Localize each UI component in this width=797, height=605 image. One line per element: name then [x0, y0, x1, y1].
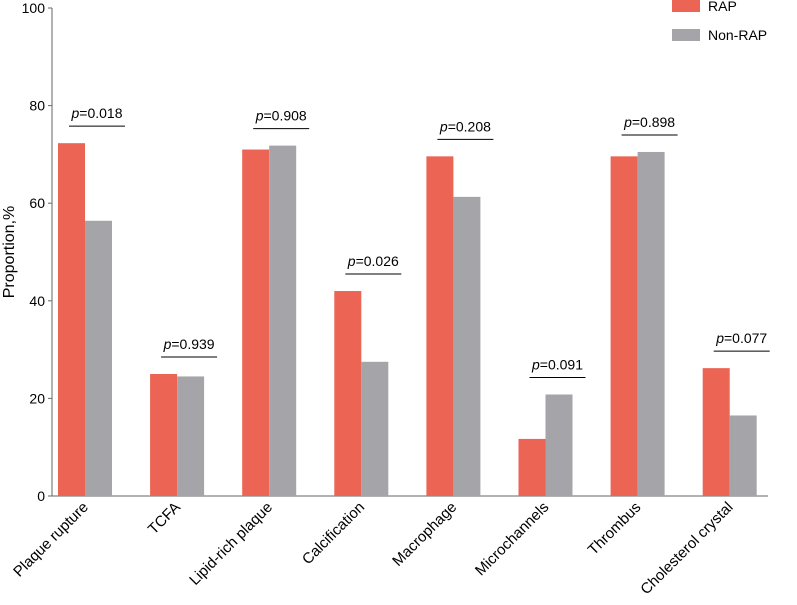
legend: RAP Non-RAP	[672, 0, 767, 43]
bar-non-rap-6	[637, 151, 665, 496]
p-symbol: p	[347, 253, 356, 269]
bar-non-rap-1	[177, 376, 205, 496]
p-value: =0.208	[448, 118, 491, 134]
legend-swatch	[672, 0, 700, 12]
bar-rap-6	[610, 156, 638, 497]
p-value-label: p=0.018	[70, 105, 122, 121]
p-symbol: p	[623, 114, 632, 130]
p-symbol: p	[70, 105, 79, 121]
category-label: Cholesterol crystal	[637, 499, 736, 598]
p-symbol: p	[439, 118, 448, 134]
legend-swatch	[672, 29, 700, 41]
legend-label: Non-RAP	[708, 27, 767, 43]
y-tick-label: 80	[29, 98, 45, 114]
y-tick-label: 40	[29, 293, 45, 309]
p-symbol: p	[163, 336, 172, 352]
p-value-label: p=0.077	[715, 330, 767, 346]
y-tick-label: 60	[29, 195, 45, 211]
p-value-label: p=0.908	[255, 108, 307, 124]
bar-rap-4	[426, 156, 454, 497]
category-label: Calcification	[299, 499, 368, 568]
p-value-label: p=0.091	[531, 356, 583, 372]
category-labels: Plaque rupture TCFA Lipid-rich plaque Calci…	[10, 499, 736, 598]
bar-non-rap-5	[545, 394, 573, 496]
bar-rap-7	[702, 368, 730, 496]
bar-rap-0	[58, 143, 85, 496]
p-value-label: p=0.208	[439, 118, 491, 134]
p-value: =0.077	[724, 330, 767, 346]
p-value: =0.018	[79, 105, 122, 121]
p-value: =0.898	[632, 114, 675, 130]
bar-rap-2	[242, 149, 270, 496]
legend-label: RAP	[708, 0, 737, 14]
y-tick-label: 20	[29, 390, 45, 406]
category-label: Lipid-rich plaque	[186, 499, 276, 589]
y-tick-label: 0	[37, 488, 45, 504]
p-value: =0.939	[171, 336, 214, 352]
bar-non-rap-4	[453, 196, 481, 496]
p-value-label: p=0.939	[163, 336, 215, 352]
p-symbol: p	[715, 330, 724, 346]
category-label: Plaque rupture	[10, 499, 92, 581]
bar-rap-5	[518, 438, 546, 496]
p-value: =0.026	[356, 253, 399, 269]
bar-non-rap-7	[729, 415, 757, 496]
category-label: Macrophage	[389, 499, 460, 570]
bar-non-rap-3	[361, 361, 389, 496]
p-symbol: p	[531, 356, 540, 372]
p-value: =0.908	[263, 108, 306, 124]
p-value-label: p=0.898	[623, 114, 675, 130]
bar-rap-3	[334, 291, 362, 496]
significance-annotations: p=0.018p=0.939p=0.908p=0.026p=0.208p=0.0…	[69, 105, 770, 378]
category-label: Microchannels	[472, 499, 552, 579]
bar-non-rap-2	[269, 145, 297, 496]
y-axis-label: Proportion,%	[1, 206, 18, 299]
p-value: =0.091	[540, 356, 583, 372]
p-value-label: p=0.026	[347, 253, 399, 269]
bars	[58, 143, 757, 497]
p-symbol: p	[255, 108, 264, 124]
category-label: TCFA	[145, 499, 184, 538]
y-tick-label: 100	[22, 0, 46, 16]
bar-rap-1	[150, 374, 178, 496]
category-label: Thrombus	[585, 499, 645, 559]
bar-non-rap-0	[85, 220, 112, 496]
